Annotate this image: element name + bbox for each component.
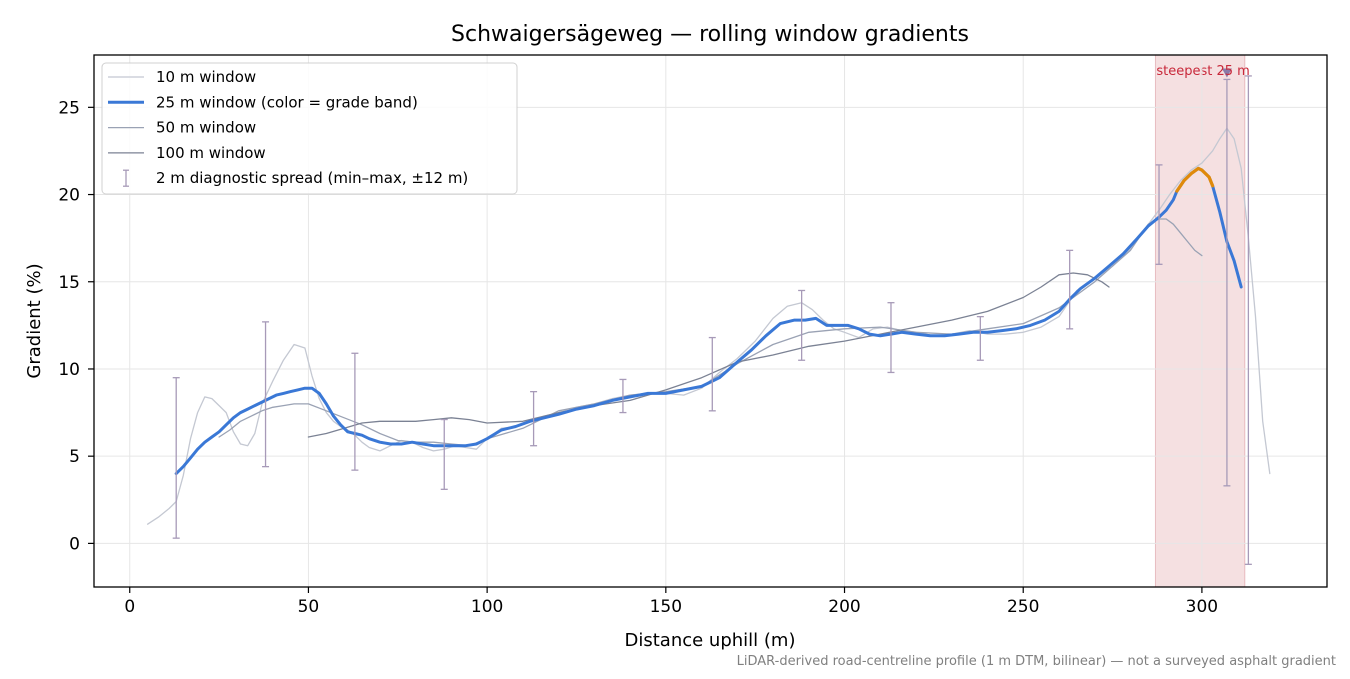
steepest-band bbox=[1154, 54, 1246, 588]
errorbar bbox=[351, 352, 359, 471]
errorbar bbox=[798, 289, 806, 361]
x-axis-label: Distance uphill (m) bbox=[625, 630, 796, 651]
y-tick-label: 5 bbox=[69, 447, 80, 467]
errorbar bbox=[976, 315, 984, 361]
plot-frame bbox=[93, 54, 1328, 588]
errorbar bbox=[1066, 249, 1074, 330]
legend: 10 m window 25 m window (color = grade ba… bbox=[101, 62, 518, 195]
errorbar bbox=[172, 377, 180, 539]
errorbar-layer bbox=[172, 75, 1252, 565]
x-tick-label: 100 bbox=[471, 597, 503, 617]
footnote: LiDAR-derived road-centreline profile (1… bbox=[737, 654, 1336, 669]
legend-label-3: 100 m window bbox=[156, 144, 266, 162]
y-tick-label: 20 bbox=[58, 186, 80, 206]
series-line-2 bbox=[218, 218, 1203, 447]
y-tick-label: 10 bbox=[58, 360, 80, 380]
legend-label-2: 50 m window bbox=[156, 119, 256, 137]
errorbar bbox=[440, 418, 448, 490]
series-line-3 bbox=[307, 272, 1110, 438]
legend-label-errorbar: 2 m diagnostic spread (min–max, ±12 m) bbox=[156, 169, 468, 187]
highlight-layer: steepest 25 m bbox=[1154, 54, 1250, 588]
legend-label-1: 25 m window (color = grade band) bbox=[156, 93, 418, 111]
errorbar bbox=[1223, 78, 1231, 487]
y-tick-label: 25 bbox=[58, 98, 80, 118]
steepest-marker bbox=[1221, 68, 1232, 78]
x-tick-label: 50 bbox=[298, 597, 320, 617]
errorbar bbox=[262, 321, 270, 468]
errorbar bbox=[708, 336, 716, 412]
x-tick-label: 150 bbox=[650, 597, 682, 617]
legend-box bbox=[101, 62, 518, 195]
errorbar bbox=[530, 390, 538, 447]
errorbar bbox=[1155, 164, 1163, 265]
y-tick-label: 15 bbox=[58, 273, 80, 293]
errorbar bbox=[1244, 75, 1252, 565]
series-line-1 bbox=[174, 166, 1243, 476]
legend-swatch-errorbar bbox=[123, 169, 129, 187]
y-axis-label: Gradient (%) bbox=[24, 263, 45, 378]
x-tick-label: 200 bbox=[828, 597, 860, 617]
x-tick-label: 300 bbox=[1186, 597, 1218, 617]
y-tick-label: 0 bbox=[69, 534, 80, 554]
chart-title: Schwaigersägeweg — rolling window gradie… bbox=[451, 22, 969, 47]
errorbar bbox=[619, 378, 627, 414]
series-layer bbox=[146, 127, 1271, 525]
axes-layer: 0 50 100 150 200 250 300 0 5 10 15 20 25 bbox=[58, 54, 1328, 617]
legend-label-0: 10 m window bbox=[156, 68, 256, 86]
series-band-segment bbox=[1175, 166, 1215, 193]
errorbar bbox=[887, 302, 895, 374]
x-tick-label: 0 bbox=[124, 597, 135, 617]
steepest-label: steepest 25 m bbox=[1156, 64, 1249, 79]
x-tick-label: 250 bbox=[1007, 597, 1039, 617]
